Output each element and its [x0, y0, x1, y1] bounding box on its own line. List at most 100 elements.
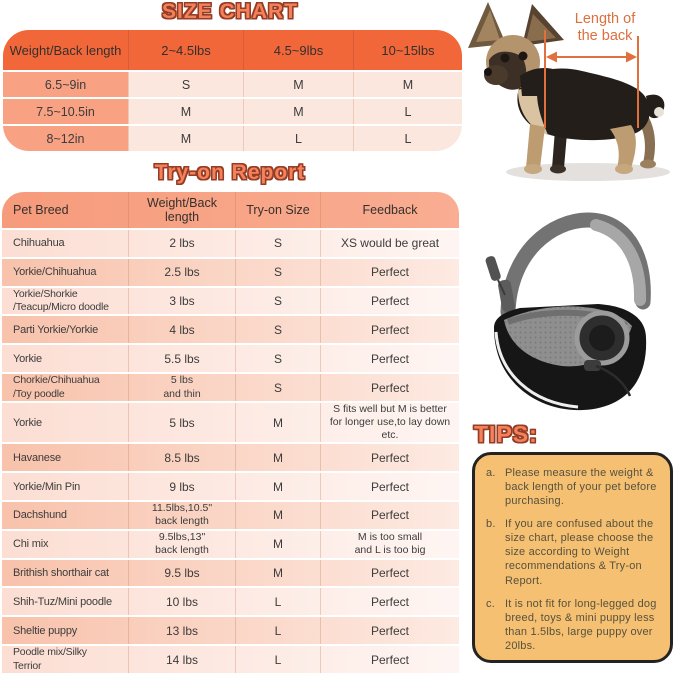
- tryon-size-cell: L: [235, 646, 320, 673]
- tryon-breed-cell: Chorkie/Chihuahua /Toy poodle: [13, 374, 100, 400]
- size-chart-row-label: 8~12in: [3, 126, 128, 151]
- tryon-weight-cell: 5 lbs: [128, 402, 235, 443]
- tryon-row: Yorkie 5.5 lbs S Perfect: [2, 343, 459, 373]
- size-chart-row: 8~12in M L L: [3, 124, 462, 151]
- tips-item-text: It is not fit for long-legged dog breed,…: [505, 597, 657, 652]
- tryon-report-table: Pet Breed Weight/Back length Try-on Size Fe…: [2, 192, 459, 673]
- tryon-size-cell: M: [235, 530, 320, 558]
- tips-item-marker: a.: [486, 467, 496, 479]
- size-chart-size-cell: S: [128, 72, 243, 97]
- back-length-measure-lines: [544, 30, 639, 128]
- tryon-row: Yorkie/Shorkie /Teacup/Micro doodle 3 lbs…: [2, 285, 459, 315]
- tryon-row: Chihuahua 2 lbs S XS would be great: [2, 228, 459, 257]
- tryon-row: Parti Yorkie/Yorkie 4 lbs S Perfect: [2, 314, 459, 344]
- size-chart-header-cell: 2~4.5lbs: [128, 30, 243, 70]
- tryon-row: Yorkie 5 lbs M S fits well but M is better …: [2, 400, 459, 443]
- tryon-weight-cell: 5 lbs and thin: [128, 374, 235, 401]
- size-chart-row-label: 7.5~10.5in: [3, 99, 128, 124]
- size-chart-row-label: 6.5~9in: [3, 72, 128, 97]
- size-chart-header-cell: 10~15lbs: [353, 30, 462, 70]
- tryon-weight-cell: 9.5lbs,13" back length: [128, 530, 235, 558]
- size-chart-size-cell: M: [243, 72, 353, 97]
- tryon-size-cell: S: [235, 374, 320, 401]
- tryon-weight-cell: 2 lbs: [128, 230, 235, 257]
- tryon-breed-cell: Brithish shorthair cat: [13, 567, 109, 580]
- tryon-report-title: Try-on Report: [154, 161, 306, 184]
- pet-sling-carrier-photo: [485, 212, 651, 411]
- tryon-feedback-cell: Perfect: [320, 588, 459, 616]
- tips-item: a. Please measure the weight & back lengt…: [486, 466, 663, 508]
- tryon-breed-cell: Poodle mix/Silky Terrior: [13, 646, 87, 672]
- tryon-header-cell: Feedback: [320, 192, 459, 228]
- tryon-weight-cell: 13 lbs: [128, 617, 235, 645]
- tryon-size-cell: S: [235, 345, 320, 373]
- size-chart-table: Weight/Back length 2~4.5lbs 4.5~9lbs 10~15l…: [3, 30, 462, 151]
- tryon-header-cell: Try-on Size: [235, 192, 320, 228]
- size-chart-row: 6.5~9in S M M: [3, 70, 462, 97]
- tryon-row: Poodle mix/Silky Terrior 14 lbs L Perfect: [2, 644, 459, 673]
- tryon-header-cell: Pet Breed: [13, 203, 69, 217]
- tryon-feedback-cell: Perfect: [320, 473, 459, 500]
- tryon-row: Shih-Tuz/Mini poodle 10 lbs L Perfect: [2, 586, 459, 616]
- size-chart-size-cell: M: [353, 72, 462, 97]
- back-length-annotation: Length of the back: [574, 11, 636, 45]
- tips-item-marker: b.: [486, 518, 496, 531]
- tryon-weight-cell: 5.5 lbs: [128, 345, 235, 373]
- tryon-size-cell: L: [235, 617, 320, 645]
- size-chart-size-cell: L: [353, 126, 462, 151]
- tryon-size-cell: M: [235, 559, 320, 587]
- tryon-breed-cell: Yorkie: [13, 416, 42, 429]
- tryon-feedback-cell: Perfect: [320, 316, 459, 344]
- tryon-breed-cell: Shih-Tuz/Mini poodle: [13, 595, 112, 608]
- tips-item: c. It is not fit for long-legged dog bree…: [486, 597, 663, 653]
- tryon-size-cell: M: [235, 502, 320, 529]
- tryon-weight-cell: 3 lbs: [128, 287, 235, 315]
- tryon-feedback-cell: Perfect: [320, 444, 459, 472]
- tryon-breed-cell: Chi mix: [13, 538, 49, 551]
- tryon-feedback-cell: Perfect: [320, 502, 459, 529]
- tryon-feedback-cell: Perfect: [320, 559, 459, 587]
- zipper-pull: [485, 256, 501, 281]
- tryon-header-row: Pet Breed Weight/Back length Try-on Size Fe…: [2, 192, 459, 228]
- tryon-row: Chi mix 9.5lbs,13" back length M M is too s…: [2, 528, 459, 558]
- tryon-breed-cell: Havanese: [13, 451, 61, 464]
- tryon-size-cell: M: [235, 444, 320, 472]
- drawstring-toggle: [584, 360, 601, 371]
- tryon-weight-cell: 9.5 lbs: [128, 559, 235, 587]
- tryon-row: Yorkie/Min Pin 9 lbs M Perfect: [2, 471, 459, 500]
- size-chart-header-row: Weight/Back length 2~4.5lbs 4.5~9lbs 10~15l…: [3, 30, 462, 70]
- tryon-weight-cell: 14 lbs: [128, 646, 235, 673]
- tryon-feedback-cell: Perfect: [320, 258, 459, 286]
- tryon-row: Chorkie/Chihuahua /Toy poodle 5 lbs and t…: [2, 372, 459, 401]
- size-chart-size-cell: M: [243, 99, 353, 124]
- tryon-weight-cell: 11.5lbs,10.5" back length: [128, 502, 235, 529]
- tryon-feedback-cell: Perfect: [320, 374, 459, 401]
- size-chart-header-cell: 4.5~9lbs: [243, 30, 353, 70]
- tryon-breed-cell: Yorkie/Shorkie /Teacup/Micro doodle: [13, 287, 109, 314]
- tryon-row: Havanese 8.5 lbs M Perfect: [2, 442, 459, 472]
- tryon-feedback-cell: Perfect: [320, 345, 459, 373]
- size-chart-row: 7.5~10.5in M M L: [3, 97, 462, 124]
- tryon-size-cell: S: [235, 258, 320, 286]
- tryon-row: Brithish shorthair cat 9.5 lbs M Perfect: [2, 557, 459, 587]
- tryon-feedback-cell: Perfect: [320, 287, 459, 315]
- tryon-weight-cell: 8.5 lbs: [128, 444, 235, 472]
- tryon-breed-cell: Yorkie: [13, 352, 42, 365]
- tips-item-text: Please measure the weight & back length …: [505, 467, 657, 508]
- chihuahua-photo: [468, 2, 670, 181]
- tryon-weight-cell: 4 lbs: [128, 316, 235, 344]
- size-chart-size-cell: L: [353, 99, 462, 124]
- tryon-feedback-cell: XS would be great: [320, 230, 459, 257]
- tryon-breed-cell: Dachshund: [13, 509, 67, 522]
- tryon-size-cell: M: [235, 402, 320, 443]
- tryon-size-cell: S: [235, 230, 320, 257]
- tryon-weight-cell: 10 lbs: [128, 588, 235, 616]
- size-chart-title: SIZE CHART: [162, 0, 298, 23]
- tips-item-text: If you are confused about the size chart…: [505, 518, 654, 587]
- tryon-weight-cell: 9 lbs: [128, 473, 235, 500]
- tryon-size-cell: L: [235, 588, 320, 616]
- tips-title: TIPS:: [474, 421, 538, 447]
- tryon-weight-cell: 2.5 lbs: [128, 258, 235, 286]
- tryon-breed-cell: Yorkie/Min Pin: [13, 480, 81, 493]
- tryon-breed-cell: Chihuahua: [13, 237, 65, 250]
